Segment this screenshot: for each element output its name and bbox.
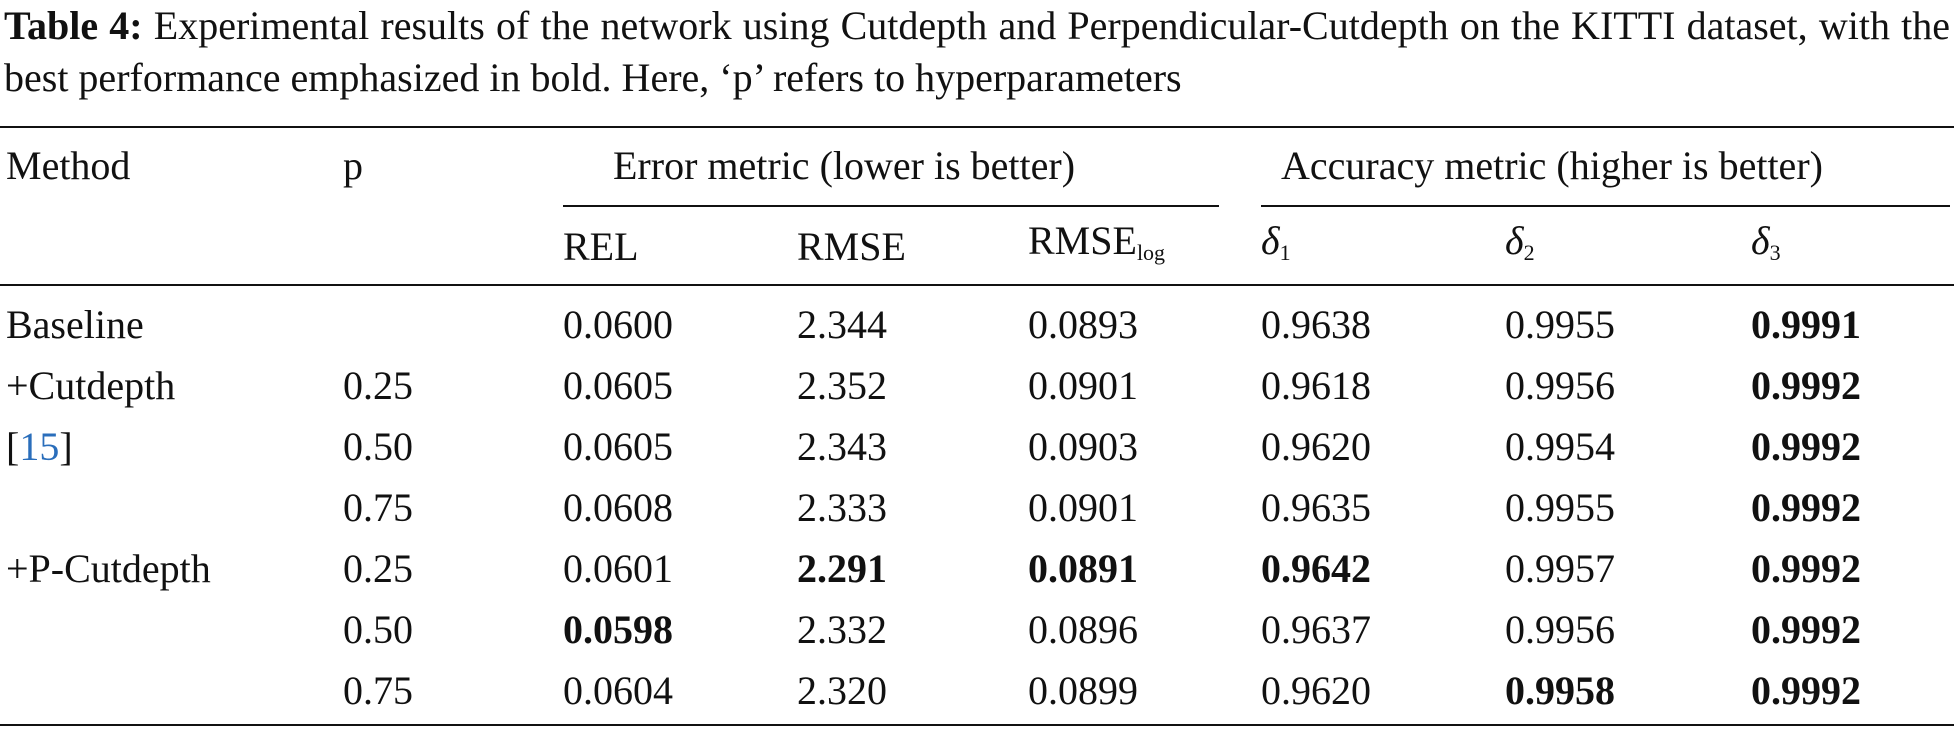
method-cell: Baseline: [6, 301, 144, 349]
bracket: [: [6, 424, 20, 469]
p-cell: 0.25: [343, 546, 413, 591]
header-text: REL: [563, 224, 639, 269]
value-cell: 0.0601: [563, 546, 673, 591]
citation: 15: [19, 424, 60, 469]
group-header: Accuracy metric (higher is better): [1281, 143, 1823, 188]
value-cell: 0.9956: [1505, 607, 1615, 652]
value-cell: 2.333: [797, 485, 887, 530]
value-cell: 0.0605: [563, 424, 673, 469]
value-cell: 0.9992: [1751, 485, 1861, 530]
value-cell: 2.343: [797, 424, 887, 469]
column-header: RMSE: [797, 223, 906, 271]
value-cell: 2.332: [797, 607, 887, 652]
caption: Table 4: Experimental results of the net…: [4, 0, 1950, 104]
header-text: δ: [1505, 218, 1524, 263]
method-text: Baseline: [6, 302, 144, 347]
method-text: +P-Cutdepth: [6, 546, 211, 591]
rule: [563, 205, 1219, 207]
value-cell: 0.9620: [1261, 668, 1371, 713]
value-cell: 0.9992: [1751, 668, 1861, 713]
value-cell: 2.291: [797, 546, 887, 591]
group-header: Error metric (lower is better): [613, 143, 1076, 188]
value-cell: 0.9954: [1505, 424, 1615, 469]
value-cell: 0.9991: [1751, 302, 1861, 347]
p-cell: 0.75: [343, 485, 413, 530]
method-cell: +P-Cutdepth: [6, 545, 211, 593]
header-subscript: log: [1136, 240, 1166, 265]
header-subscript: 2: [1523, 240, 1535, 265]
value-cell: 0.9956: [1505, 363, 1615, 408]
value-cell: 0.9955: [1505, 485, 1615, 530]
column-header: RMSElog: [1028, 217, 1165, 277]
rule: [1261, 205, 1950, 207]
value-cell: 0.0600: [563, 302, 673, 347]
column-header: δ1: [1261, 217, 1291, 277]
value-cell: 0.9957: [1505, 546, 1615, 591]
value-cell: 2.320: [797, 668, 887, 713]
caption-label: Table 4:: [4, 3, 143, 48]
header-text: RMSE: [797, 224, 906, 269]
value-cell: 0.9637: [1261, 607, 1371, 652]
p-cell: 0.25: [343, 363, 413, 408]
value-cell: 0.9618: [1261, 363, 1371, 408]
column-header: δ2: [1505, 217, 1535, 277]
p-cell: 0.50: [343, 424, 413, 469]
method-cell: +Cutdepth: [6, 362, 175, 410]
method-cell: [15]: [6, 423, 73, 471]
value-cell: 0.0901: [1028, 485, 1138, 530]
column-header: δ3: [1751, 217, 1781, 277]
value-cell: 0.9635: [1261, 485, 1371, 530]
column-header: REL: [563, 223, 639, 271]
header-text: δ: [1751, 218, 1770, 263]
value-cell: 2.344: [797, 302, 887, 347]
value-cell: 0.0901: [1028, 363, 1138, 408]
value-cell: 0.0605: [563, 363, 673, 408]
value-cell: 0.9992: [1751, 363, 1861, 408]
value-cell: 0.0608: [563, 485, 673, 530]
value-cell: 0.0598: [563, 607, 673, 652]
value-cell: 0.9992: [1751, 424, 1861, 469]
value-cell: 0.9958: [1505, 668, 1615, 713]
p-cell: 0.50: [343, 607, 413, 652]
value-cell: 0.9620: [1261, 424, 1371, 469]
value-cell: 0.9955: [1505, 302, 1615, 347]
header-text: RMSE: [1028, 218, 1137, 263]
header-subscript: 3: [1769, 240, 1781, 265]
value-cell: 0.9992: [1751, 546, 1861, 591]
bracket: ]: [59, 424, 73, 469]
value-cell: 0.0896: [1028, 607, 1138, 652]
rule: [0, 284, 1954, 286]
header-subscript: 1: [1279, 240, 1291, 265]
method-text: +Cutdepth: [6, 363, 176, 408]
value-cell: 0.0899: [1028, 668, 1138, 713]
value-cell: 0.9642: [1261, 546, 1371, 591]
value-cell: 0.0893: [1028, 302, 1138, 347]
value-cell: 0.0891: [1028, 546, 1138, 591]
value-cell: 0.0604: [563, 668, 673, 713]
rule: [0, 126, 1954, 128]
value-cell: 0.0903: [1028, 424, 1138, 469]
header-cell: Method: [6, 143, 131, 188]
header-text: δ: [1261, 218, 1280, 263]
header-cell: p: [343, 143, 363, 188]
value-cell: 2.352: [797, 363, 887, 408]
rule: [0, 724, 1954, 726]
value-cell: 0.9638: [1261, 302, 1371, 347]
caption-text: Experimental results of the network usin…: [4, 3, 1950, 100]
value-cell: 0.9992: [1751, 607, 1861, 652]
p-cell: 0.75: [343, 668, 413, 713]
